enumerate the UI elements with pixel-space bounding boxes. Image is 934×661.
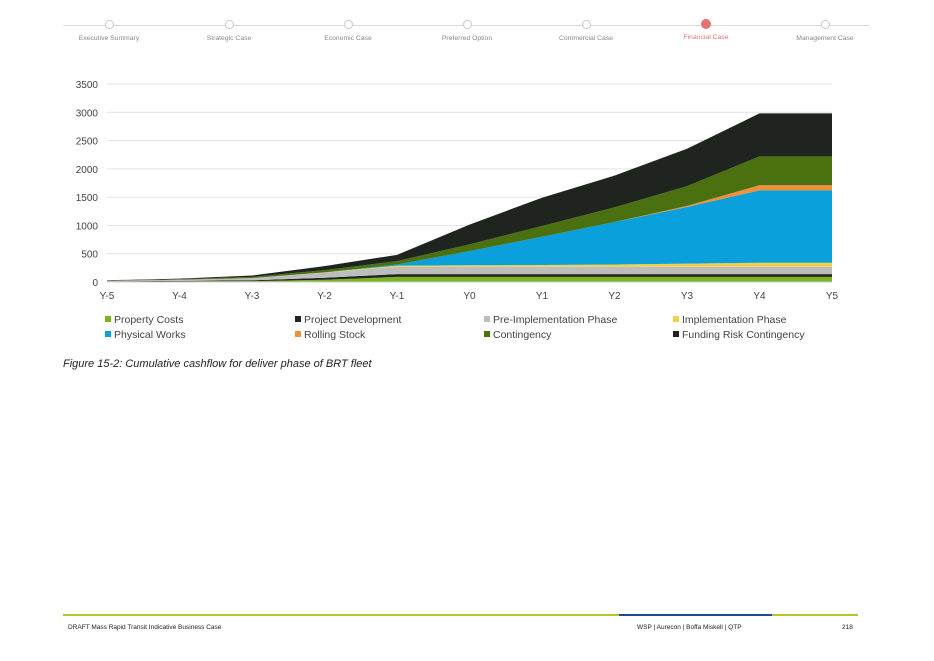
y-tick-label: 1500 (76, 193, 99, 204)
y-tick-label: 0 (92, 278, 98, 289)
footer-rule-accent (619, 614, 772, 616)
y-tick-label: 1000 (76, 221, 99, 232)
legend-label: Project Development (304, 314, 402, 326)
legend-item: Project Development (295, 314, 401, 326)
legend-label: Property Costs (114, 314, 184, 326)
legend-item: Pre-Implementation Phase (484, 314, 617, 326)
legend-swatch (673, 331, 679, 337)
x-tick-label: Y-5 (100, 291, 115, 302)
area-series-funding-risk-contingency (107, 113, 832, 281)
x-tick-label: Y2 (608, 291, 621, 302)
legend-swatch (484, 316, 490, 322)
nav-step-executive-summary[interactable]: Executive Summary (54, 20, 164, 42)
area-series-implementation-phase (107, 262, 832, 281)
legend-item: Funding Risk Contingency (673, 329, 805, 341)
x-tick-label: Y4 (753, 291, 766, 302)
figure-caption: Figure 15-2: Cumulative cashflow for del… (63, 358, 372, 370)
nav-step-label: Economic Case (324, 35, 372, 42)
x-tick-label: Y0 (463, 291, 476, 302)
legend-label: Pre-Implementation Phase (493, 314, 618, 326)
footer-authors: WSP | Aurecon | Boffa Miskell | QTP (637, 624, 742, 631)
nav-step-financial-case[interactable]: Financial Case (651, 19, 761, 41)
legend-swatch (295, 316, 301, 322)
area-series-physical-works (107, 190, 832, 281)
legend-label: Physical Works (114, 329, 186, 341)
step-dot-icon (581, 20, 591, 29)
x-tick-label: Y1 (536, 291, 549, 302)
legend-swatch (673, 316, 679, 322)
legend-label: Funding Risk Contingency (682, 329, 805, 341)
legend-item: Contingency (484, 329, 551, 341)
nav-step-label: Commercial Case (558, 35, 613, 42)
x-tick-label: Y-1 (390, 291, 405, 302)
nav-step-label: Preferred Option (441, 35, 493, 42)
legend-item: Physical Works (105, 329, 186, 341)
x-tick-label: Y-4 (172, 291, 187, 302)
x-tick-label: Y-3 (245, 291, 260, 302)
nav-step-strategic-case[interactable]: Strategic Case (174, 20, 284, 42)
page-number: 218 (842, 624, 853, 631)
footer-rule (63, 614, 858, 616)
legend-swatch (105, 331, 111, 337)
progress-nav: Executive Summary Strategic Case Economi… (63, 16, 869, 50)
nav-step-preferred-option[interactable]: Preferred Option (412, 20, 522, 42)
footer-document-title: DRAFT Mass Rapid Transit Indicative Busi… (68, 624, 222, 631)
legend-item: Implementation Phase (673, 314, 786, 326)
legend-swatch (295, 331, 301, 337)
legend-label: Contingency (493, 329, 552, 341)
legend-label: Implementation Phase (682, 314, 787, 326)
area-series-project-development (107, 274, 832, 282)
y-tick-label: 2000 (76, 165, 99, 176)
nav-step-label: Executive Summary (78, 35, 140, 42)
y-tick-label: 3500 (76, 80, 99, 91)
step-dot-icon (343, 20, 353, 29)
area-series-property-costs (107, 276, 832, 282)
legend-item: Rolling Stock (295, 329, 365, 341)
y-tick-label: 500 (81, 250, 98, 261)
nav-step-commercial-case[interactable]: Commercial Case (531, 20, 641, 42)
nav-step-management-case[interactable]: Management Case (770, 20, 880, 42)
area-series-contingency (107, 156, 832, 281)
x-tick-label: Y5 (826, 291, 839, 302)
x-tick-label: Y-2 (317, 291, 332, 302)
step-dot-icon (224, 20, 234, 29)
step-dot-icon (462, 20, 472, 29)
legend-swatch (484, 331, 490, 337)
y-tick-label: 3000 (76, 108, 99, 119)
x-tick-label: Y3 (681, 291, 694, 302)
nav-step-economic-case[interactable]: Economic Case (293, 20, 403, 42)
cumulative-cashflow-chart: 0 500 1000 1500 2000 2500 3000 3500 Y-5 Y-4 Y-3 Y-2… (76, 80, 839, 302)
nav-step-label: Management Case (796, 35, 854, 42)
y-tick-label: 2500 (76, 137, 99, 148)
area-series-pre-implementation-phase (107, 266, 832, 282)
step-dot-active-icon (701, 19, 711, 29)
nav-step-label: Strategic Case (206, 35, 252, 42)
step-dot-icon (104, 20, 114, 29)
legend-swatch (105, 316, 111, 322)
legend-label: Rolling Stock (304, 329, 366, 341)
nav-step-label: Financial Case (683, 34, 729, 41)
step-dot-icon (820, 20, 830, 29)
legend-item: Property Costs (105, 314, 183, 326)
